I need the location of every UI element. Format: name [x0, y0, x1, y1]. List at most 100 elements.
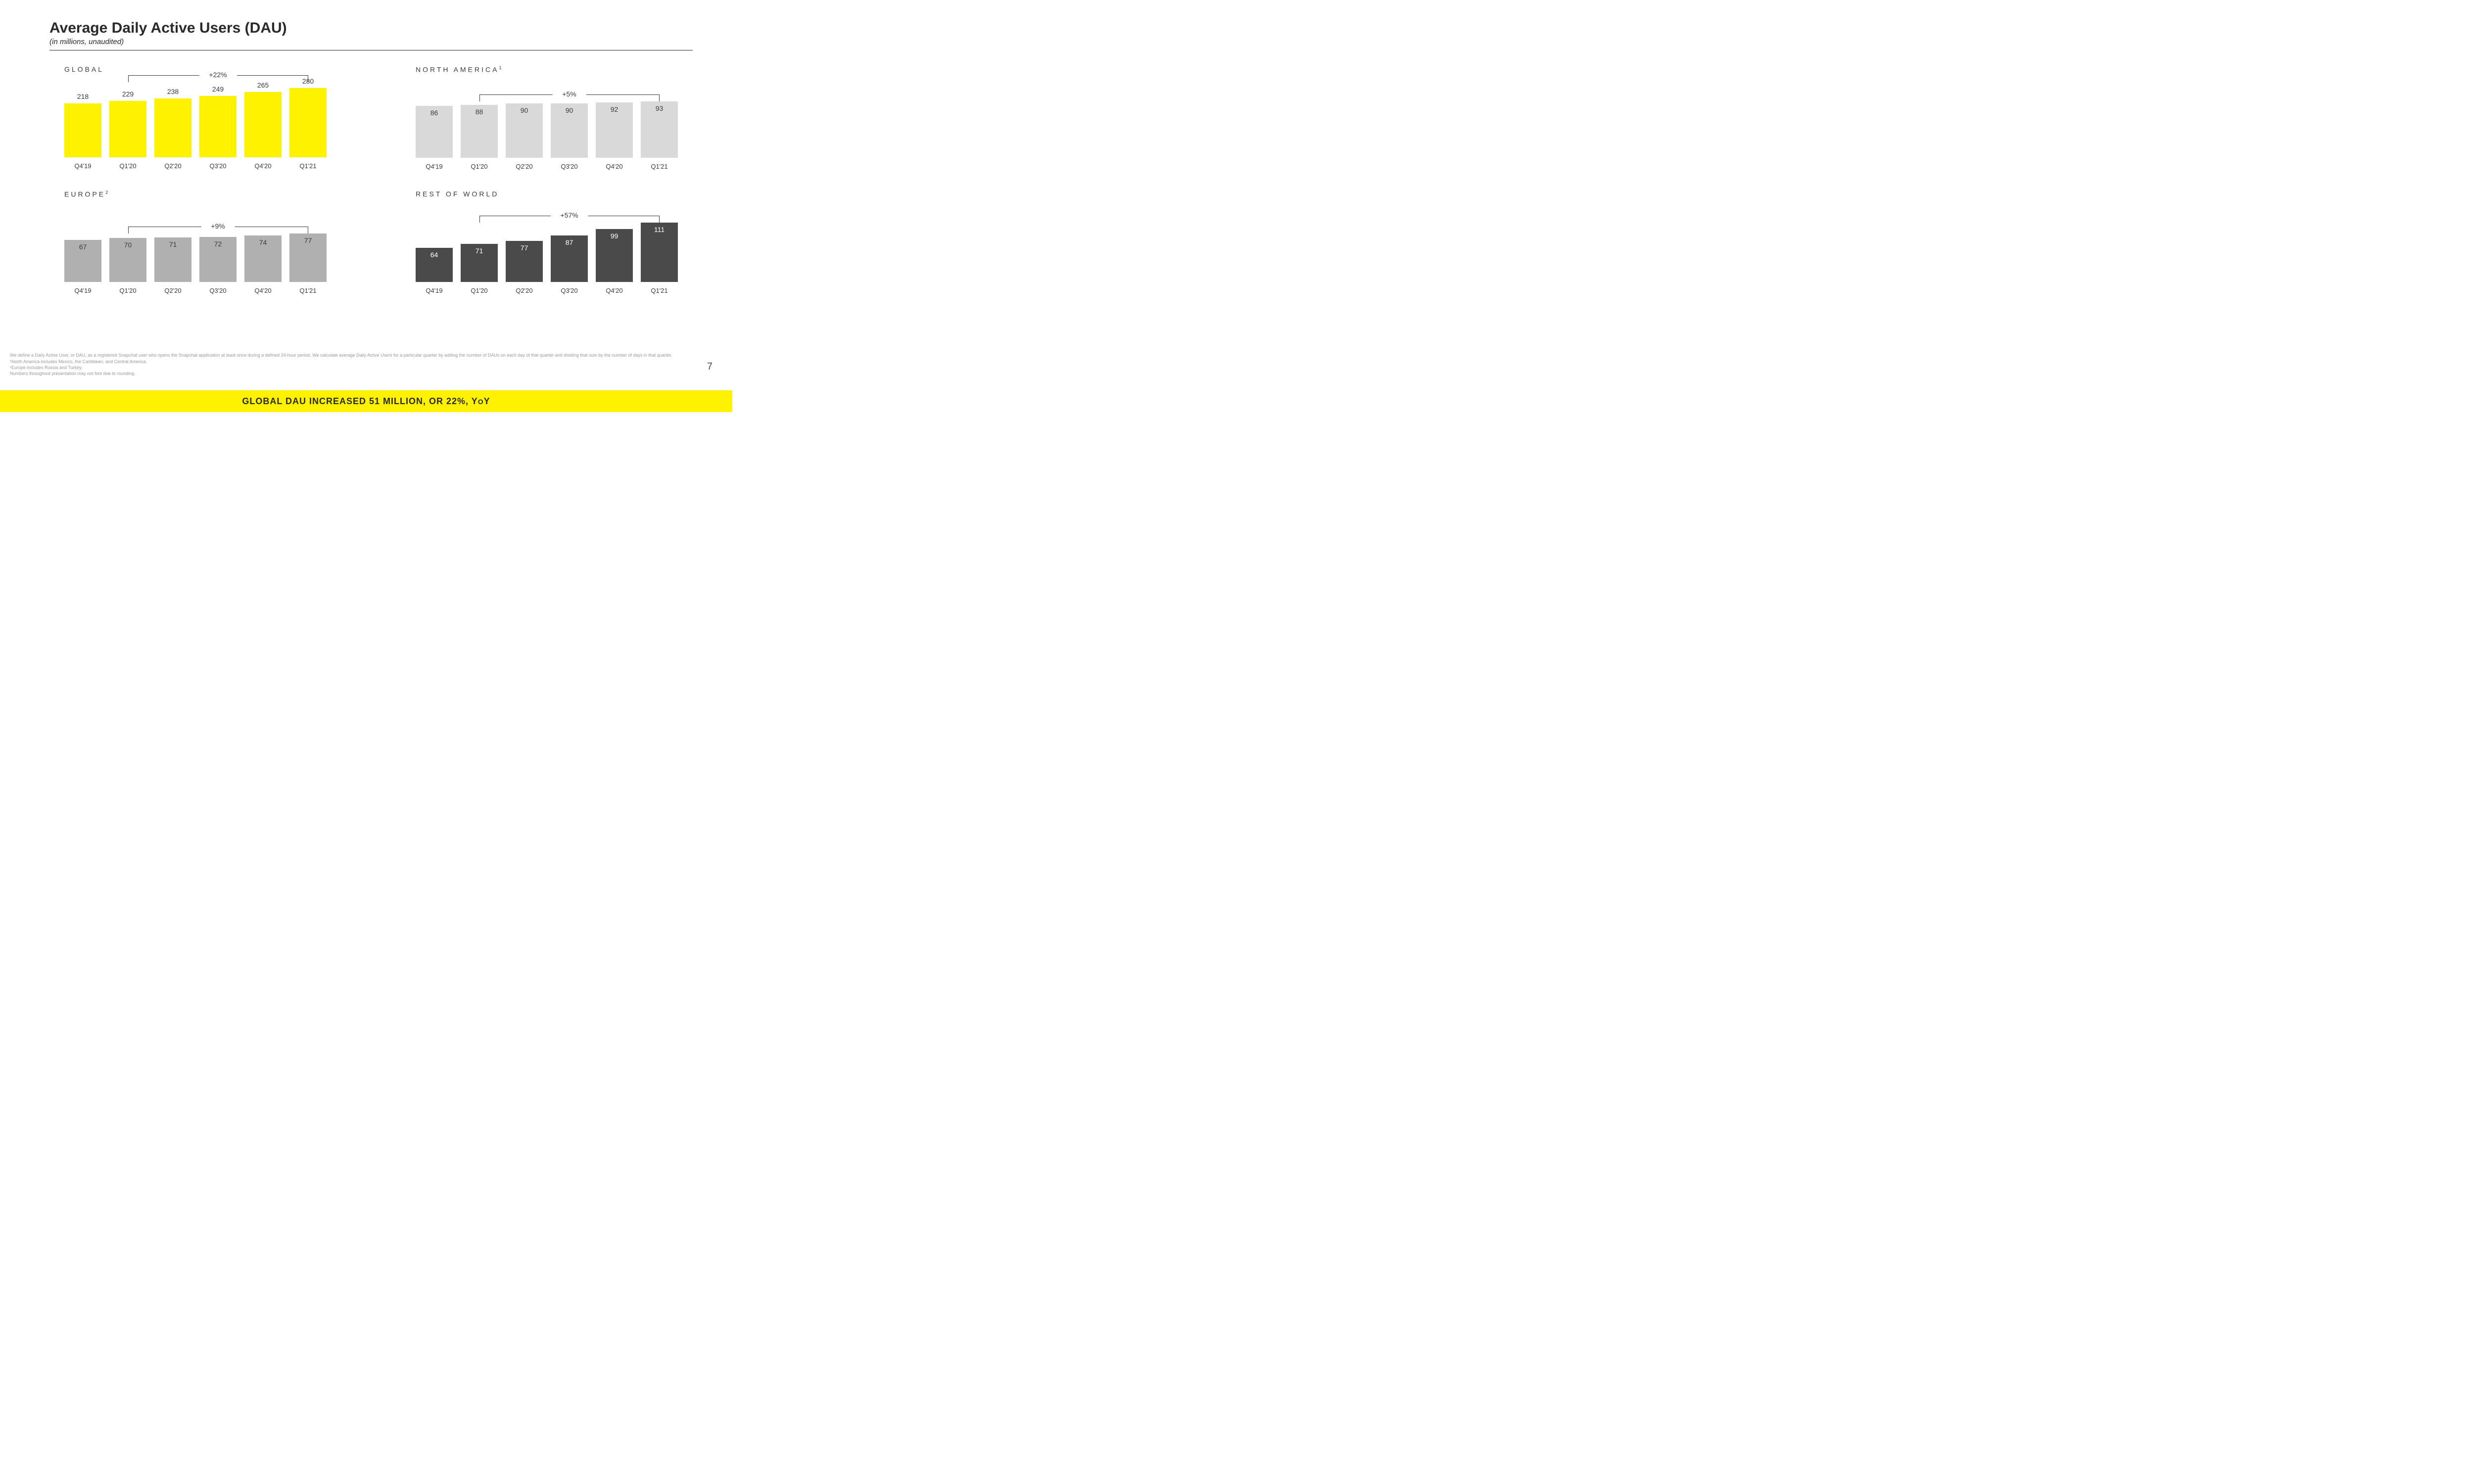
x-label: Q4'20: [244, 287, 282, 294]
bars: 64 71 77 87 99 111: [401, 213, 693, 282]
chart-na: NORTH AMERICA1868890909293+5%Q4'19Q1'20Q…: [401, 65, 693, 170]
bar: 86: [416, 106, 453, 158]
bar-value: 71: [154, 240, 191, 248]
footnote-line: We define a Daily Active User, or DAU, a…: [10, 352, 693, 358]
bar: 77: [506, 241, 543, 282]
bar-value: 77: [506, 244, 543, 252]
footnote-line: ²Europe includes Russia and Turkey.: [10, 365, 693, 371]
bar-value: 218: [77, 93, 89, 100]
bar-value: 249: [212, 85, 224, 93]
bars: 67 70 71 72 74 77: [49, 213, 341, 282]
x-label: Q4'19: [416, 163, 453, 170]
x-label: Q4'20: [244, 162, 282, 170]
x-label: Q1'21: [641, 163, 678, 170]
bar: 87: [551, 235, 588, 282]
x-label: Q1'21: [289, 287, 327, 294]
footnote-line: Numbers throughout presentation may not …: [10, 371, 693, 376]
bar-value: 72: [199, 240, 237, 248]
x-axis-labels: Q4'19 Q1'20 Q2'20 Q3'20 Q4'20 Q1'21: [401, 163, 693, 170]
bar-value: 77: [289, 236, 327, 244]
x-label: Q3'20: [199, 162, 237, 170]
bar: 90: [551, 103, 588, 158]
bar-value: 87: [551, 238, 588, 246]
x-label: Q1'20: [109, 162, 146, 170]
x-axis-labels: Q4'19 Q1'20 Q2'20 Q3'20 Q4'20 Q1'21: [49, 287, 341, 294]
chart-title: NORTH AMERICA1: [416, 65, 693, 74]
x-label: Q4'19: [64, 162, 101, 170]
x-label: Q2'20: [506, 163, 543, 170]
banner-text-prefix: GLOBAL DAU INCREASED 51 MILLION, OR 22%,…: [242, 396, 477, 406]
bar-value: 229: [122, 90, 134, 98]
x-label: Q1'20: [461, 287, 498, 294]
bar: 71: [461, 244, 498, 281]
banner-text-o: O: [478, 398, 484, 406]
x-label: Q1'20: [109, 287, 146, 294]
bar: 71: [154, 237, 191, 282]
x-label: Q3'20: [551, 163, 588, 170]
bar: 74: [244, 235, 282, 282]
chart-row: REST OF WORLD 64 71 77 87 99 111 +57% Q4'19 Q1'20…: [401, 190, 693, 295]
x-label: Q2'20: [154, 287, 191, 294]
growth-label: +5%: [552, 91, 586, 98]
bar-value: 93: [641, 104, 678, 112]
x-label: Q3'20: [551, 287, 588, 294]
bar-value: 92: [596, 105, 633, 113]
bar: 88: [461, 105, 498, 158]
banner-text-suffix: Y: [484, 396, 490, 406]
charts-grid: GLOBAL218229238249265280+22%Q4'19Q1'20Q2…: [49, 65, 693, 294]
bar-value: 111: [641, 226, 678, 233]
bar: 111: [641, 223, 678, 282]
page-number: 7: [707, 361, 713, 372]
bar-value: 64: [416, 251, 453, 259]
x-label: Q1'20: [461, 163, 498, 170]
page-title: Average Daily Active Users (DAU): [49, 20, 693, 37]
footnote-line: ¹North America includes Mexico, the Cari…: [10, 359, 693, 365]
footnotes: We define a Daily Active User, or DAU, a…: [10, 352, 693, 376]
growth-label: +9%: [201, 223, 235, 231]
growth-label: +57%: [550, 211, 588, 219]
bar: 67: [64, 240, 101, 282]
x-label: Q4'20: [596, 287, 633, 294]
bar: 70: [109, 238, 146, 282]
bar-value: 90: [506, 106, 543, 114]
summary-banner: GLOBAL DAU INCREASED 51 MILLION, OR 22%,…: [0, 390, 732, 412]
x-axis-labels: Q4'19 Q1'20 Q2'20 Q3'20 Q4'20 Q1'21: [401, 287, 693, 294]
bar-value: 70: [109, 241, 146, 249]
bar-value: 71: [461, 247, 498, 255]
bar-value: 74: [244, 238, 282, 246]
x-label: Q4'20: [596, 163, 633, 170]
bars: 218229238249265280: [49, 88, 341, 157]
chart-europe: EUROPE2 67 70 71 72 74 77 +9% Q4'19 Q1'20 Q2'20 Q3'…: [49, 190, 341, 295]
bar: 218: [64, 93, 101, 157]
growth-label: +22%: [199, 71, 237, 79]
chart-title: REST OF WORLD: [416, 190, 693, 198]
bar: 99: [596, 229, 633, 282]
x-label: Q2'20: [506, 287, 543, 294]
bar: 280: [289, 77, 327, 157]
bar-value: 86: [416, 109, 453, 117]
bar: 238: [154, 88, 191, 157]
bar-value: 88: [461, 108, 498, 116]
bar: 90: [506, 103, 543, 158]
bar-value: 90: [551, 106, 588, 114]
x-axis-labels: Q4'19 Q1'20 Q2'20 Q3'20 Q4'20 Q1'21: [49, 162, 341, 170]
bar: 249: [199, 85, 237, 158]
page-subtitle: (in millions, unaudited): [49, 38, 693, 46]
bar: 77: [289, 233, 327, 282]
chart-title: EUROPE2: [64, 190, 341, 198]
bar: 265: [244, 81, 282, 158]
bar: 72: [199, 237, 237, 282]
x-label: Q4'19: [64, 287, 101, 294]
x-label: Q1'21: [641, 287, 678, 294]
x-label: Q1'21: [289, 162, 327, 170]
bar: 92: [596, 102, 633, 158]
x-label: Q4'19: [416, 287, 453, 294]
bar: 93: [641, 101, 678, 157]
bar-value: 99: [596, 232, 633, 240]
x-label: Q2'20: [154, 162, 191, 170]
chart-global: GLOBAL218229238249265280+22%Q4'19Q1'20Q2…: [49, 65, 341, 170]
bar-value: 67: [64, 243, 101, 251]
bar: 64: [416, 248, 453, 282]
x-label: Q3'20: [199, 287, 237, 294]
bar-value: 238: [167, 88, 179, 95]
